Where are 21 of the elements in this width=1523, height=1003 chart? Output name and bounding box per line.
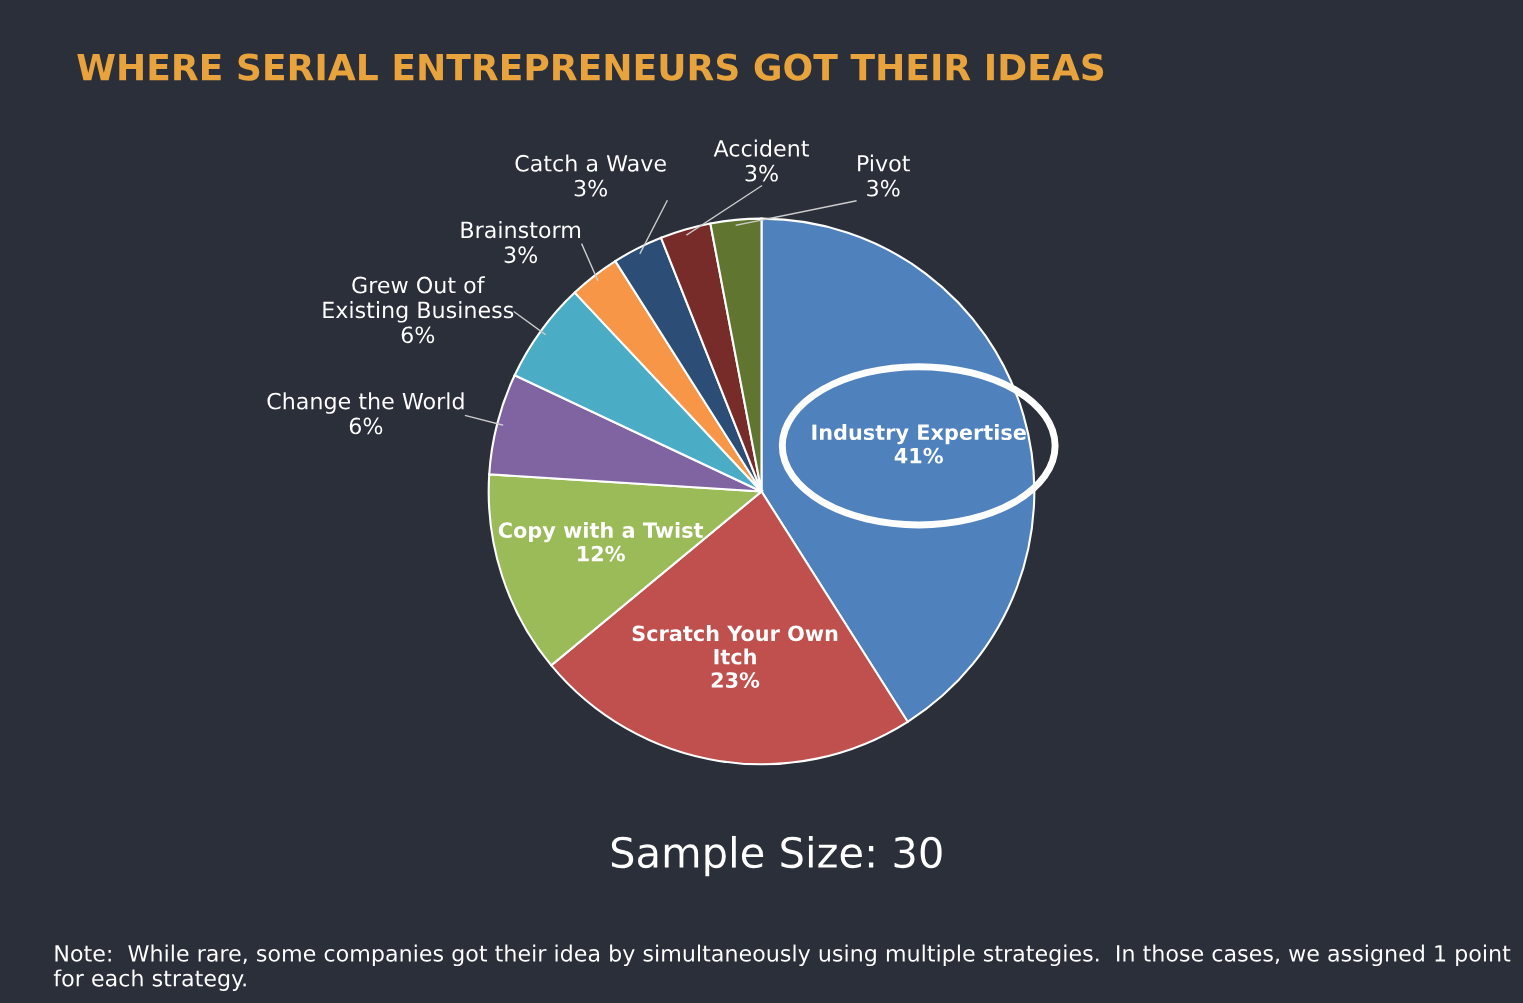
data-label: 3% xyxy=(574,179,608,197)
slice-label: Change the World xyxy=(267,392,464,414)
slice-label: Pivot xyxy=(858,154,910,172)
data-label: 23% xyxy=(711,672,760,688)
data-label: 3% xyxy=(745,164,778,182)
slice-label: Grew Out of Existing Business xyxy=(323,276,514,323)
text: Sample Size: 30 xyxy=(611,835,942,877)
data-label: 41% xyxy=(894,447,943,464)
slice-label: Accident xyxy=(713,139,809,157)
slice-label: Industry Expertise xyxy=(812,423,1026,445)
data-label: 3% xyxy=(504,246,538,264)
slice-label: Scratch Your Own Itch xyxy=(632,625,838,665)
data-label: 6% xyxy=(401,326,435,344)
data-label: 3% xyxy=(867,179,900,197)
data-label: 6% xyxy=(349,417,383,435)
slice-label: Catch a Wave xyxy=(515,154,666,172)
data-label: 12% xyxy=(578,545,625,562)
text: Note: While rare, some companies got their idea by simultaneously using multiple strategies. In those cases, we assigned 1 point for each strategy. xyxy=(53,944,1511,991)
slice-label: Brainstorm xyxy=(461,221,581,239)
slice-label: Copy with a Twist xyxy=(498,521,704,543)
chart-title: WHERE SERIAL ENTREPRENEURS GOT THEIR IDEAS xyxy=(77,53,1104,81)
